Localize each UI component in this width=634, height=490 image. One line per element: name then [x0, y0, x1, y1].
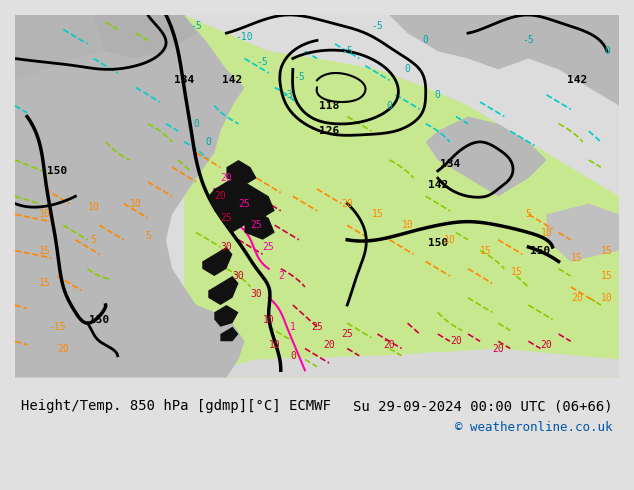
Text: 142: 142 [428, 180, 448, 191]
Text: 20: 20 [214, 191, 226, 201]
Text: 15: 15 [372, 209, 384, 220]
Text: 10: 10 [601, 293, 613, 303]
Text: -5: -5 [257, 57, 269, 67]
Text: 20: 20 [341, 198, 353, 209]
Text: 15: 15 [480, 245, 492, 256]
Text: 10: 10 [269, 340, 281, 350]
Text: 2: 2 [278, 271, 283, 281]
Text: 150: 150 [89, 315, 110, 324]
Text: 30: 30 [233, 271, 244, 281]
Text: 5: 5 [145, 231, 151, 241]
Text: 25: 25 [311, 322, 323, 332]
Text: 1: 1 [290, 322, 296, 332]
Polygon shape [15, 348, 619, 377]
Text: 15: 15 [601, 245, 613, 256]
Polygon shape [214, 305, 238, 327]
Text: 20: 20 [58, 343, 69, 353]
Polygon shape [15, 15, 184, 80]
Polygon shape [209, 276, 238, 305]
Text: 30: 30 [250, 289, 262, 299]
Polygon shape [377, 15, 619, 106]
Text: 15: 15 [571, 253, 583, 263]
Polygon shape [15, 15, 245, 377]
Text: 150: 150 [47, 166, 67, 176]
Text: Height/Temp. 850 hPa [gdmp][°C] ECMWF: Height/Temp. 850 hPa [gdmp][°C] ECMWF [21, 399, 331, 413]
Polygon shape [184, 305, 245, 377]
Polygon shape [547, 203, 619, 262]
Text: 10: 10 [541, 227, 552, 238]
Text: © weatheronline.co.uk: © weatheronline.co.uk [455, 421, 613, 434]
Polygon shape [245, 211, 275, 240]
Text: 0: 0 [193, 119, 199, 129]
Polygon shape [184, 15, 619, 377]
Text: 5: 5 [526, 209, 531, 220]
Text: -5: -5 [293, 72, 305, 82]
Text: 15: 15 [39, 278, 51, 288]
Text: 20: 20 [571, 293, 583, 303]
Text: 20: 20 [323, 340, 335, 350]
Text: 126: 126 [319, 126, 339, 136]
Text: 0: 0 [604, 46, 610, 56]
Text: 30: 30 [221, 242, 232, 252]
Text: 0: 0 [290, 351, 296, 361]
Polygon shape [202, 247, 233, 276]
Text: -5: -5 [190, 21, 202, 31]
Polygon shape [221, 327, 238, 341]
Text: Su 29-09-2024 00:00 UTC (06+66): Su 29-09-2024 00:00 UTC (06+66) [353, 399, 613, 413]
Text: 25: 25 [221, 213, 232, 223]
Text: 10: 10 [402, 220, 413, 230]
Text: 0: 0 [435, 90, 441, 100]
Text: -5: -5 [341, 46, 353, 56]
Polygon shape [15, 15, 75, 80]
Text: 10: 10 [39, 209, 51, 220]
Text: 142: 142 [223, 75, 243, 85]
Text: 20: 20 [221, 173, 232, 183]
Text: 25: 25 [238, 198, 250, 209]
Text: 20: 20 [493, 343, 504, 353]
Text: 134: 134 [440, 159, 460, 169]
Text: -3: -3 [281, 90, 293, 100]
Text: 20: 20 [384, 340, 396, 350]
Polygon shape [94, 15, 196, 58]
Text: 10: 10 [87, 202, 100, 212]
Polygon shape [209, 174, 275, 233]
Text: 5: 5 [91, 235, 96, 245]
Text: 20: 20 [450, 336, 462, 346]
Polygon shape [15, 80, 94, 377]
Text: -10: -10 [236, 32, 254, 42]
Text: 15: 15 [39, 245, 51, 256]
Text: 10: 10 [444, 235, 456, 245]
Text: 134: 134 [174, 75, 194, 85]
Text: 142: 142 [567, 75, 587, 85]
Text: -5: -5 [522, 35, 534, 46]
Text: 10: 10 [263, 315, 275, 324]
Text: 118: 118 [319, 100, 339, 111]
Text: 0: 0 [423, 35, 429, 46]
Text: 25: 25 [341, 329, 353, 339]
Text: 0: 0 [404, 64, 411, 74]
Text: 15: 15 [601, 271, 613, 281]
Text: 150: 150 [428, 239, 448, 248]
Polygon shape [226, 160, 257, 185]
Polygon shape [425, 117, 547, 196]
Text: 25: 25 [250, 220, 262, 230]
Text: 20: 20 [541, 340, 552, 350]
Text: -5: -5 [372, 21, 384, 31]
Text: 0: 0 [387, 100, 392, 111]
Text: 10: 10 [130, 198, 141, 209]
Text: 0: 0 [205, 137, 211, 147]
Text: 150: 150 [531, 245, 550, 256]
Text: -15: -15 [48, 322, 66, 332]
Text: 15: 15 [510, 268, 522, 277]
Text: 25: 25 [263, 242, 275, 252]
